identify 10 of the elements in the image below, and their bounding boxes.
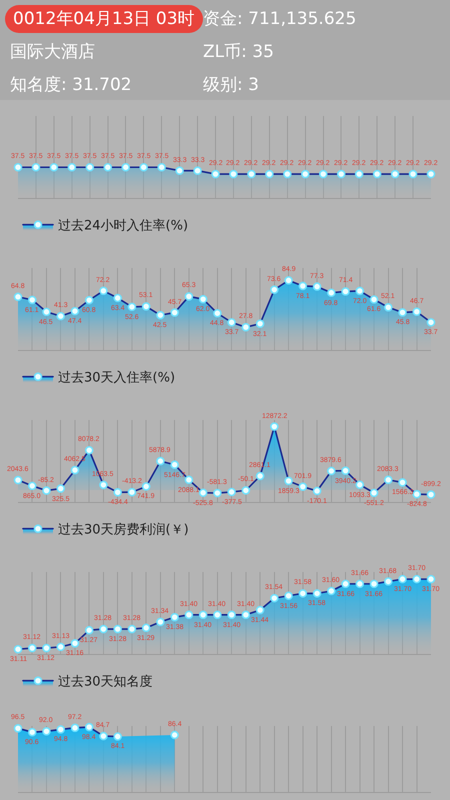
legend-label: 过去30天入住率(%)	[58, 370, 176, 386]
text: 资金: 711,135.625	[203, 8, 356, 30]
text: 知名度: 31.702	[10, 74, 132, 96]
text: ZL币: 35	[203, 41, 274, 63]
legend-label: 过去24小时入住率(%)	[58, 218, 188, 234]
text: 国际大酒店	[10, 41, 95, 63]
legend-label: 过去30天房费利润(￥)	[58, 522, 189, 538]
text: 级别: 3	[203, 74, 259, 96]
text: 0012年04月13日 03时	[5, 5, 203, 33]
legend-label: 过去30天知名度	[58, 674, 153, 690]
